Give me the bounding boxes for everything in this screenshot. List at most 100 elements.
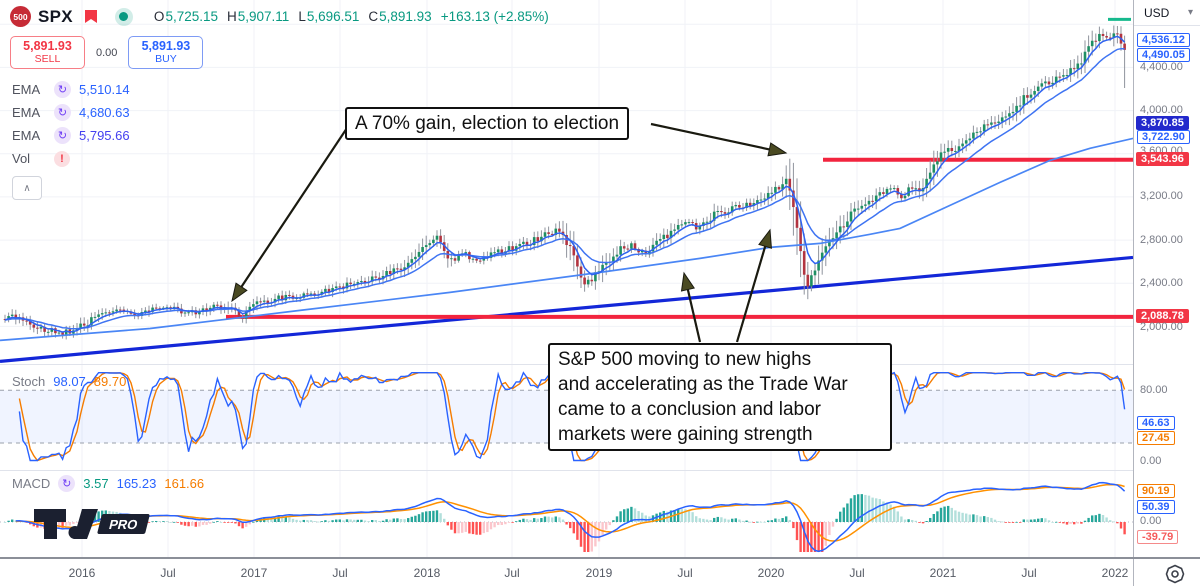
currency-selector[interactable]: USD ▾ (1134, 0, 1200, 26)
macd-signal-value: 161.66 (164, 476, 205, 491)
currency-label: USD (1144, 5, 1170, 20)
indicator-legend: EMA ↻ 5,510.14 EMA ↻ 4,680.63 EMA ↻ 5,79… (12, 78, 130, 200)
pane-separator[interactable] (0, 470, 1200, 471)
time-label: Jul (677, 566, 693, 580)
time-label: 2019 (585, 566, 613, 580)
change-value: +163.13 (+2.85%) (440, 9, 549, 24)
price-label: 3,543.96 (1136, 152, 1189, 166)
time-label: 2017 (240, 566, 268, 580)
ema-value: 5,795.66 (79, 128, 130, 143)
volume-row: Vol ! (12, 147, 130, 170)
time-label: Jul (160, 566, 176, 580)
close-label: C (368, 9, 379, 24)
stoch-legend: Stoch 98.07 89.70 (12, 374, 126, 389)
time-label: Jul (1021, 566, 1037, 580)
time-label: 2020 (757, 566, 785, 580)
ema-label: EMA (12, 82, 41, 97)
refresh-icon[interactable]: ↻ (58, 475, 76, 492)
buy-price: 5,891.93 (141, 39, 191, 54)
annotation-box-70-percent-gain[interactable]: A 70% gain, election to election (345, 107, 630, 140)
chart-canvas[interactable] (0, 0, 1133, 557)
price-label: 3,870.85 (1136, 116, 1189, 130)
ema-row-1: EMA ↻ 5,510.14 (12, 78, 130, 101)
price-label: 3,722.90 (1137, 130, 1190, 144)
open-label: O (153, 9, 165, 24)
ema-row-2: EMA ↻ 4,680.63 (12, 101, 130, 124)
symbol-name[interactable]: SPX (38, 6, 73, 26)
time-label: Jul (332, 566, 348, 580)
ema-label: EMA (12, 105, 41, 120)
annotation-box-new-highs[interactable]: S&P 500 moving to new highs and accelera… (548, 343, 892, 451)
market-status-icon[interactable] (114, 7, 133, 26)
time-label: 2021 (929, 566, 957, 580)
refresh-icon[interactable]: ↻ (54, 104, 71, 121)
tradingview-pro-logo[interactable]: PRO (32, 503, 154, 550)
price-label: 90.19 (1137, 484, 1175, 498)
close-value: 5,891.93 (379, 9, 432, 24)
time-label: 2018 (413, 566, 441, 580)
price-label: 4,400.00 (1140, 61, 1183, 73)
price-label: -39.79 (1137, 530, 1179, 544)
sell-button[interactable]: 5,891.93 SELL (10, 36, 85, 69)
axis-corner-separator (1133, 559, 1134, 586)
chevron-down-icon: ▾ (1187, 7, 1193, 18)
annotation-line: S&P 500 moving to new highs (558, 349, 812, 370)
error-icon[interactable]: ! (54, 150, 70, 167)
collapse-legend-button[interactable]: ∧ (12, 176, 42, 200)
svg-text:PRO: PRO (107, 517, 139, 532)
price-label: 2,088.78 (1136, 309, 1189, 323)
trade-widget: 5,891.93 SELL 0.00 5,891.93 BUY (10, 36, 204, 69)
symbol-header: 500 SPX O5,725.15 H5,907.11 L5,696.51 C5… (10, 6, 549, 27)
high-value: 5,907.11 (237, 9, 290, 24)
sell-price: 5,891.93 (23, 39, 72, 54)
price-label: 2,000.00 (1140, 321, 1183, 333)
gear-icon[interactable] (1164, 563, 1186, 585)
price-label: 50.39 (1137, 500, 1175, 514)
spread-value: 0.00 (96, 46, 118, 59)
time-label: Jul (849, 566, 865, 580)
ema-value: 5,510.14 (79, 82, 130, 97)
macd-legend: MACD ↻ 3.57 165.23 161.66 (12, 475, 204, 492)
price-label: 80.00 (1140, 384, 1168, 396)
sell-label: SELL (34, 52, 61, 65)
macd-hist-value: 3.57 (83, 476, 109, 491)
buy-button[interactable]: 5,891.93 BUY (128, 36, 204, 69)
ema-value: 4,680.63 (79, 105, 130, 120)
ohlc-readout: O5,725.15 H5,907.11 L5,696.51 C5,891.93 … (154, 9, 549, 24)
symbol-logo: 500 (10, 6, 31, 27)
annotation-line: markets were gaining strength (558, 424, 813, 445)
high-label: H (227, 9, 237, 24)
buy-label: BUY (155, 52, 177, 65)
price-axis[interactable]: USD ▾ 4,536.12 4,490.05 4,400.00 4,000.00 3,… (1133, 0, 1200, 557)
price-label: 2,800.00 (1140, 234, 1183, 246)
volume-label: Vol (12, 151, 31, 166)
stoch-k-value: 98.07 (53, 374, 86, 389)
ema-row-3: EMA ↻ 5,795.66 (12, 124, 130, 147)
price-label: 46.63 (1137, 416, 1175, 430)
low-label: L (298, 9, 306, 24)
price-label: 0.00 (1140, 515, 1162, 527)
price-label: 4,490.05 (1137, 48, 1190, 62)
price-label: 3,200.00 (1140, 190, 1183, 202)
stoch-d-value: 89.70 (93, 374, 127, 389)
price-label: 4,000.00 (1140, 104, 1183, 116)
price-label: 0.00 (1140, 455, 1162, 467)
stoch-label: Stoch (12, 374, 46, 389)
low-value: 5,696.51 (306, 9, 360, 24)
open-value: 5,725.15 (165, 9, 218, 24)
price-label: 2,400.00 (1140, 277, 1183, 289)
price-label: 4,536.12 (1137, 33, 1190, 47)
annotation-line: came to a conclusion and labor (558, 399, 821, 420)
ema-label: EMA (12, 128, 41, 143)
macd-line-value: 165.23 (116, 476, 157, 491)
time-label: 2022 (1101, 566, 1129, 580)
price-label: 27.45 (1137, 431, 1175, 445)
refresh-icon[interactable]: ↻ (54, 81, 71, 98)
annotation-line: and accelerating as the Trade War (558, 374, 848, 395)
time-axis[interactable]: 2016 Jul 2017 Jul 2018 Jul 2019 Jul 2020 Jul 2021 J… (0, 557, 1200, 586)
time-label: 2016 (68, 566, 96, 580)
macd-label: MACD (12, 476, 51, 491)
time-label: Jul (504, 566, 520, 580)
flag-icon[interactable] (84, 9, 98, 24)
refresh-icon[interactable]: ↻ (54, 127, 71, 144)
